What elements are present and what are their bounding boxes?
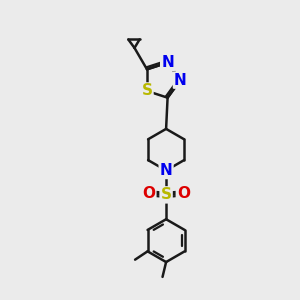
Text: O: O xyxy=(177,186,190,201)
Text: S: S xyxy=(142,83,152,98)
Text: O: O xyxy=(142,186,155,201)
Text: N: N xyxy=(174,73,187,88)
Text: N: N xyxy=(160,163,172,178)
Text: N: N xyxy=(161,55,174,70)
Text: S: S xyxy=(160,188,172,202)
